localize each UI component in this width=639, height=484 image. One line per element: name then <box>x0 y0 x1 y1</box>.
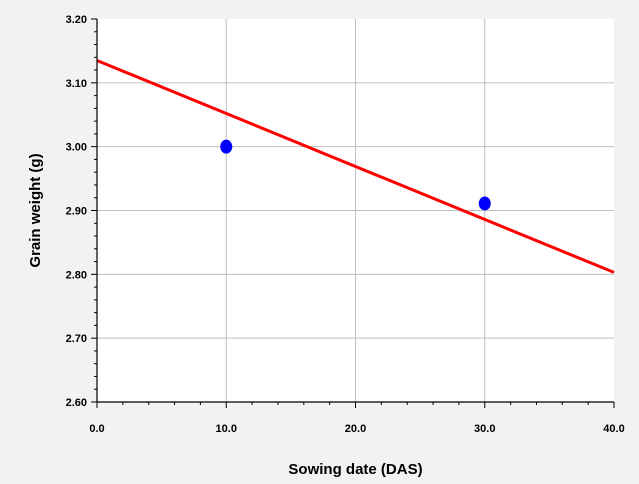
data-points <box>220 139 491 211</box>
x-tick-label: 10.0 <box>216 423 237 435</box>
y-tick-label: 2.80 <box>66 269 87 281</box>
trend-line-group <box>96 59 615 274</box>
y-tick-label: 2.90 <box>66 206 87 218</box>
data-point <box>478 196 491 211</box>
x-tick-label: 40.0 <box>603 423 624 435</box>
data-point <box>220 139 233 154</box>
axes <box>91 18 615 408</box>
y-tick-label: 3.00 <box>66 142 87 154</box>
x-tick-label: 0.0 <box>89 423 104 435</box>
trend-line <box>96 59 615 274</box>
y-axis-title: Grain weight (g) <box>27 153 44 267</box>
x-axis-title: Sowing date (DAS) <box>288 461 422 478</box>
y-tick-label: 2.70 <box>66 333 87 345</box>
x-tick-labels: 0.0 10.0 20.0 30.0 40.0 <box>89 423 624 435</box>
y-tick-labels: 2.60 2.70 2.80 2.90 3.00 3.10 3.20 <box>66 14 87 409</box>
y-tick-label: 3.20 <box>66 14 87 26</box>
y-tick-label: 3.10 <box>66 78 87 90</box>
x-tick-label: 30.0 <box>474 423 495 435</box>
x-tick-label: 20.0 <box>345 423 366 435</box>
gridlines <box>97 19 614 402</box>
y-tick-label: 2.60 <box>66 397 87 409</box>
